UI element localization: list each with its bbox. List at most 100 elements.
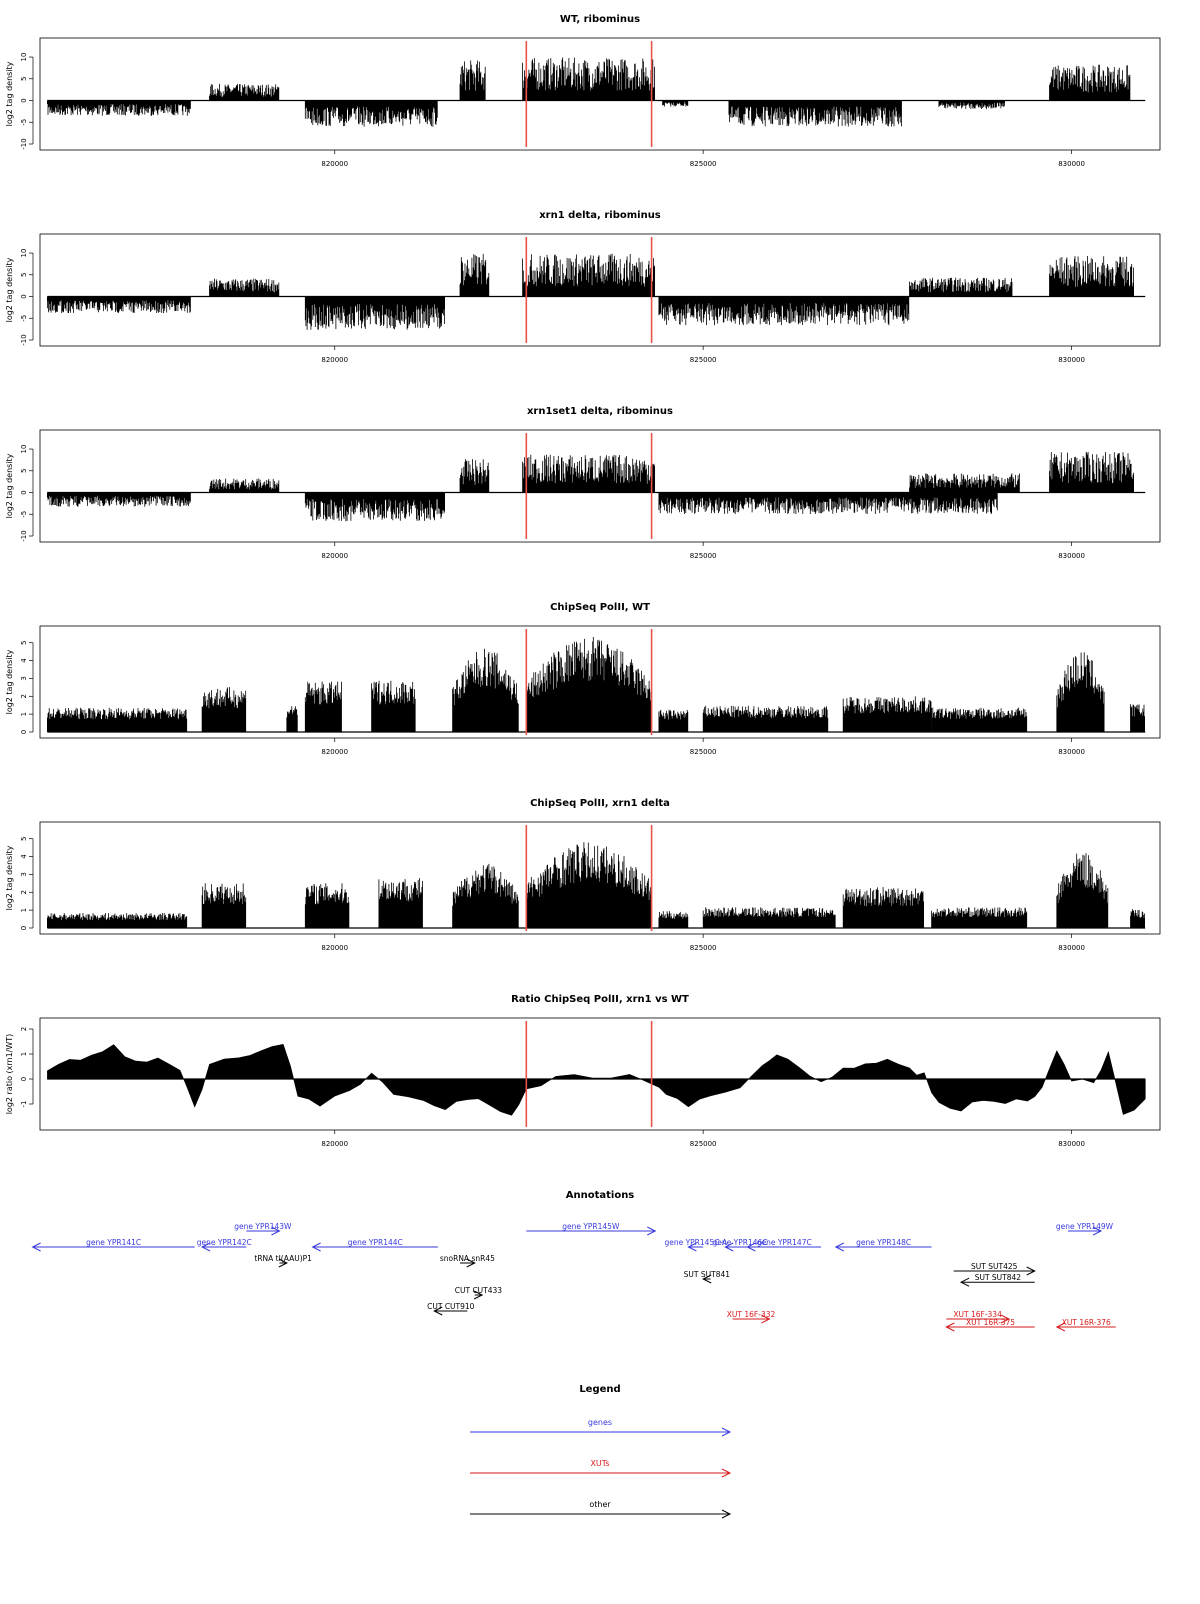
data-bar-block — [209, 478, 280, 493]
annotation-feature: gene YPR149W — [1056, 1222, 1114, 1236]
ratio-area — [47, 1043, 1146, 1116]
x-tick-label: 830000 — [1058, 944, 1085, 952]
data-bar-block — [209, 83, 280, 101]
y-axis-label: log2 tag density — [5, 61, 14, 126]
data-bar-block — [842, 696, 932, 732]
y-tick-label: 1 — [20, 1052, 28, 1056]
x-tick-label: 830000 — [1058, 748, 1085, 756]
annotation-feature: gene YPR147C — [746, 1238, 822, 1252]
legend-entry: XUTs — [470, 1459, 732, 1478]
annotation-feature: gene YPR148C — [834, 1238, 932, 1252]
data-bar-block — [658, 709, 689, 732]
data-bar-block — [201, 883, 247, 928]
feature-arrow-head — [746, 1242, 756, 1252]
legend-title: Legend — [579, 1384, 620, 1395]
annotations-title: Annotations — [566, 1190, 635, 1201]
annotation-feature: tRNA tI(AAU)P1 — [254, 1254, 312, 1268]
data-bar-block — [938, 100, 1005, 110]
feature-label: CUT CUT910 — [427, 1302, 475, 1311]
feature-label: XUT 16F-334 — [953, 1310, 1002, 1319]
feature-arrow-head — [1026, 1266, 1036, 1276]
legend-panel: Legend genes XUTs other — [470, 1384, 732, 1519]
feature-label: gene YPR145C-A — [664, 1238, 728, 1247]
y-tick-label: 10 — [20, 53, 28, 62]
y-axis-label: log2 tag density — [5, 845, 14, 910]
feature-arrow-head — [271, 1226, 281, 1236]
data-bar-block — [378, 878, 423, 928]
data-bar-block — [459, 253, 490, 297]
y-tick-label: 4 — [20, 658, 28, 663]
legend-label: XUTs — [590, 1459, 609, 1468]
y-tick-label: 0 — [20, 730, 28, 734]
data-bar-block — [909, 277, 1013, 297]
x-tick-label: 820000 — [321, 356, 348, 364]
feature-arrow-head — [702, 1274, 712, 1284]
annotation-feature: gene YPR141C — [31, 1238, 195, 1252]
y-tick-label: 10 — [20, 445, 28, 454]
data-bar-block — [47, 100, 191, 116]
x-tick-label: 820000 — [321, 944, 348, 952]
legend-arrow-head — [721, 1509, 732, 1519]
panel-5: ChipSeq PolII, xrn1 delta log2 tag densit… — [5, 798, 1161, 952]
feature-label: gene YPR149W — [1056, 1222, 1114, 1231]
y-tick-label: -1 — [20, 1101, 28, 1108]
panel-title: ChipSeq PolII, WT — [550, 602, 650, 613]
feature-arrow-head — [473, 1290, 484, 1300]
data-bar-block — [304, 681, 342, 732]
panel-title: xrn1set1 delta, ribominus — [527, 406, 673, 417]
data-bar-block — [658, 296, 910, 326]
annotation-feature: SUT SUT425 — [953, 1262, 1036, 1276]
data-bar-block — [1130, 704, 1145, 732]
data-bar-block — [201, 687, 247, 732]
feature-arrow-head — [200, 1242, 211, 1252]
feature-arrow-head — [761, 1314, 771, 1324]
y-tick-label: 5 — [20, 836, 28, 840]
legend-entry: genes — [470, 1418, 732, 1437]
annotation-feature: XUT 16R-376 — [1055, 1318, 1116, 1332]
x-tick-label: 825000 — [690, 552, 717, 560]
y-tick-label: 0 — [20, 926, 28, 930]
plot-frame — [39, 625, 1161, 739]
feature-arrow-head — [1055, 1322, 1066, 1332]
y-tick-label: -10 — [20, 530, 28, 541]
annotation-feature: SUT SUT841 — [684, 1270, 730, 1284]
y-axis-label: log2 tag density — [5, 453, 14, 518]
panel-title: Ratio ChipSeq PolII, xrn1 vs WT — [511, 994, 689, 1005]
feature-label: gene YPR141C — [86, 1238, 141, 1247]
y-axis-label: log2 tag density — [5, 649, 14, 714]
data-bar-block — [47, 296, 191, 314]
data-bar-block — [525, 637, 652, 732]
feature-arrow-head — [31, 1242, 41, 1252]
legend-arrow-head — [721, 1427, 732, 1437]
y-tick-label: -5 — [20, 511, 28, 518]
annotation-feature: SUT SUT842 — [959, 1273, 1035, 1287]
y-tick-label: 5 — [20, 77, 28, 81]
data-bar-block — [842, 887, 924, 928]
x-tick-label: 820000 — [321, 748, 348, 756]
feature-arrow-head — [1092, 1226, 1103, 1236]
annotation-feature: XUT 16F-334 — [946, 1310, 1011, 1324]
y-tick-label: 0 — [20, 490, 28, 494]
feature-arrow-head — [647, 1226, 657, 1236]
data-bar-block — [525, 842, 652, 928]
x-tick-label: 820000 — [321, 1140, 348, 1148]
plot-frame — [39, 233, 1161, 347]
annotation-feature: snoRNA snR45 — [440, 1254, 495, 1268]
panel-title: WT, ribominus — [560, 14, 640, 25]
y-tick-label: 5 — [20, 640, 28, 644]
data-series — [47, 842, 1145, 928]
data-bar-block — [304, 492, 445, 522]
annotations-panel: Annotations gene YPR141C gene YPR142C gene … — [31, 1190, 1116, 1332]
feature-label: gene YPR144C — [348, 1238, 403, 1247]
data-series — [47, 451, 1134, 522]
annotation-feature: gene YPR144C — [311, 1238, 438, 1252]
feature-arrow-head — [959, 1277, 970, 1287]
feature-arrow-head — [278, 1258, 288, 1268]
y-tick-label: 4 — [20, 854, 28, 859]
data-bar-block — [522, 253, 655, 297]
feature-label: SUT SUT425 — [971, 1262, 1018, 1271]
data-bar-block — [522, 57, 655, 101]
data-bar-block — [1049, 256, 1134, 297]
data-bar-block — [452, 648, 519, 732]
